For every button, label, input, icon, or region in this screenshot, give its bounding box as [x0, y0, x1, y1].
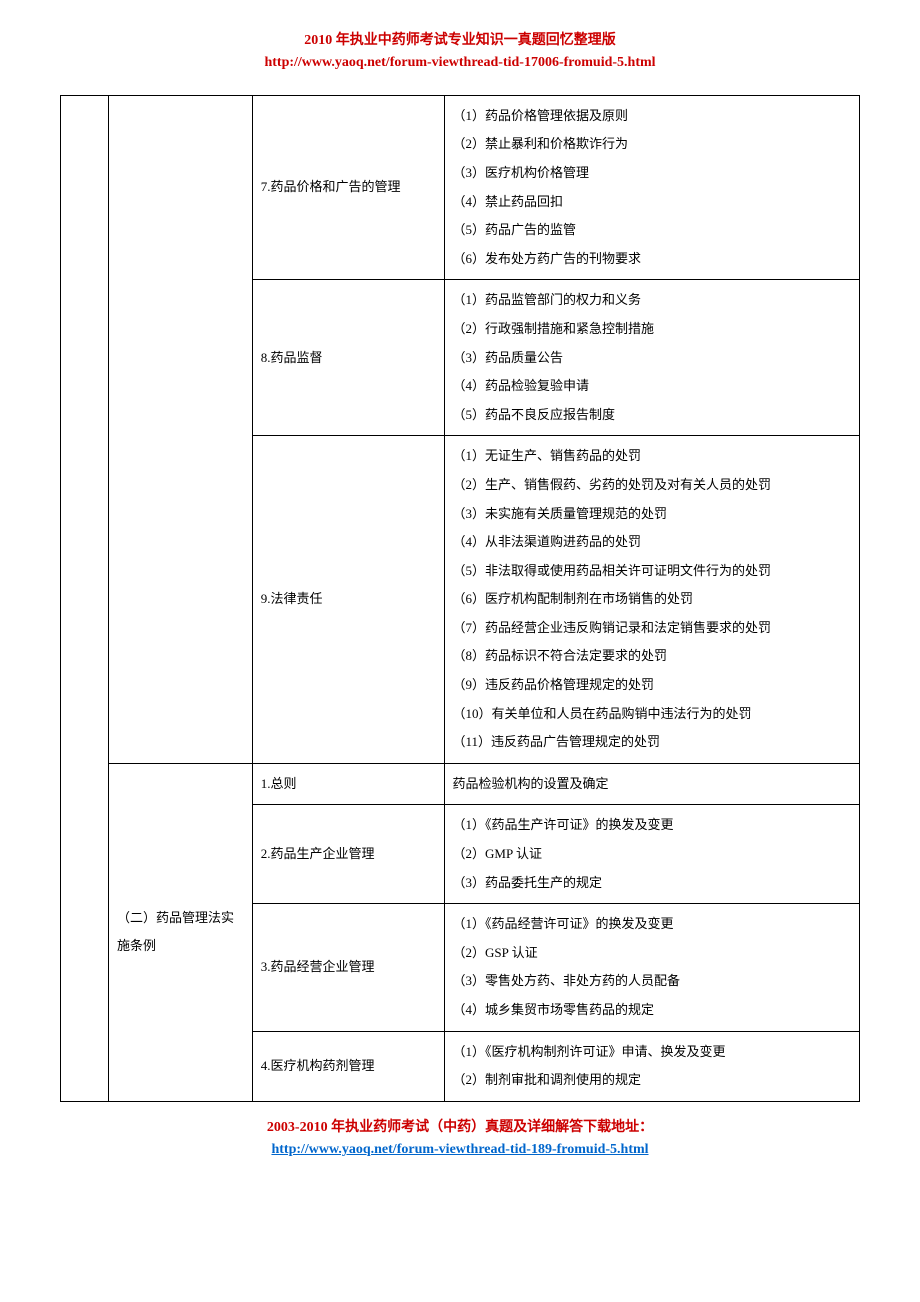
detail-line: （4）禁止药品回扣: [453, 188, 852, 217]
detail-line: （9）违反药品价格管理规定的处罚: [453, 671, 852, 700]
detail-line: （3）药品委托生产的规定: [453, 869, 852, 898]
detail-line: （6）发布处方药广告的刊物要求: [453, 245, 852, 274]
detail-line: （1）《药品生产许可证》的换发及变更: [453, 811, 852, 840]
detail-line: （3）医疗机构价格管理: [453, 159, 852, 188]
detail-line: （2）行政强制措施和紧急控制措施: [453, 315, 852, 344]
col3-cell: 8.药品监督: [252, 280, 444, 436]
table-row: （二）药品管理法实施条例1.总则药品检验机构的设置及确定: [61, 763, 860, 805]
header-url: http://www.yaoq.net/forum-viewthread-tid…: [60, 52, 860, 74]
table-row: 7.药品价格和广告的管理（1）药品价格管理依据及原则（2）禁止暴利和价格欺诈行为…: [61, 95, 860, 280]
page-header: 2010 年执业中药师考试专业知识一真题回忆整理版 http://www.yao…: [60, 30, 860, 75]
detail-line: 药品检验机构的设置及确定: [453, 770, 852, 799]
detail-line: （3）未实施有关质量管理规范的处罚: [453, 500, 852, 529]
detail-line: （1）药品价格管理依据及原则: [453, 102, 852, 131]
detail-line: （8）药品标识不符合法定要求的处罚: [453, 642, 852, 671]
detail-line: （2）禁止暴利和价格欺诈行为: [453, 130, 852, 159]
col3-cell: 2.药品生产企业管理: [252, 805, 444, 904]
detail-line: （7）药品经营企业违反购销记录和法定销售要求的处罚: [453, 614, 852, 643]
detail-line: （1）《药品经营许可证》的换发及变更: [453, 910, 852, 939]
detail-cell: （1）无证生产、销售药品的处罚（2）生产、销售假药、劣药的处罚及对有关人员的处罚…: [444, 436, 860, 764]
col3-cell: 4.医疗机构药剂管理: [252, 1031, 444, 1101]
detail-cell: （1）《药品经营许可证》的换发及变更（2）GSP 认证（3）零售处方药、非处方药…: [444, 904, 860, 1031]
col1-cell: [61, 95, 109, 1101]
detail-cell: （1）药品监管部门的权力和义务（2）行政强制措施和紧急控制措施（3）药品质量公告…: [444, 280, 860, 436]
detail-cell: （1）《医疗机构制剂许可证》申请、换发及变更（2）制剂审批和调剂使用的规定: [444, 1031, 860, 1101]
detail-line: （4）城乡集贸市场零售药品的规定: [453, 996, 852, 1025]
detail-line: （1）药品监管部门的权力和义务: [453, 286, 852, 315]
footer-title: 2003-2010 年执业药师考试（中药）真题及详细解答下载地址：: [60, 1117, 860, 1139]
detail-line: （10）有关单位和人员在药品购销中违法行为的处罚: [453, 700, 852, 729]
detail-line: （5）非法取得或使用药品相关许可证明文件行为的处罚: [453, 557, 852, 586]
header-title: 2010 年执业中药师考试专业知识一真题回忆整理版: [60, 30, 860, 52]
detail-cell: 药品检验机构的设置及确定: [444, 763, 860, 805]
detail-cell: （1）《药品生产许可证》的换发及变更（2）GMP 认证（3）药品委托生产的规定: [444, 805, 860, 904]
content-table: 7.药品价格和广告的管理（1）药品价格管理依据及原则（2）禁止暴利和价格欺诈行为…: [60, 95, 860, 1102]
col3-cell: 3.药品经营企业管理: [252, 904, 444, 1031]
col2-cell: （二）药品管理法实施条例: [108, 763, 252, 1101]
col3-cell: 7.药品价格和广告的管理: [252, 95, 444, 280]
detail-line: （3）药品质量公告: [453, 344, 852, 373]
detail-line: （2）GMP 认证: [453, 840, 852, 869]
detail-line: （2）制剂审批和调剂使用的规定: [453, 1066, 852, 1095]
detail-line: （2）生产、销售假药、劣药的处罚及对有关人员的处罚: [453, 471, 852, 500]
detail-line: （3）零售处方药、非处方药的人员配备: [453, 967, 852, 996]
detail-line: （4）药品检验复验申请: [453, 372, 852, 401]
detail-line: （5）药品不良反应报告制度: [453, 401, 852, 430]
detail-line: （5）药品广告的监管: [453, 216, 852, 245]
page-footer: 2003-2010 年执业药师考试（中药）真题及详细解答下载地址： http:/…: [60, 1117, 860, 1162]
col3-cell: 1.总则: [252, 763, 444, 805]
detail-line: （1）《医疗机构制剂许可证》申请、换发及变更: [453, 1038, 852, 1067]
col3-cell: 9.法律责任: [252, 436, 444, 764]
detail-cell: （1）药品价格管理依据及原则（2）禁止暴利和价格欺诈行为（3）医疗机构价格管理（…: [444, 95, 860, 280]
detail-line: （11）违反药品广告管理规定的处罚: [453, 728, 852, 757]
col2-cell: [108, 95, 252, 763]
detail-line: （6）医疗机构配制制剂在市场销售的处罚: [453, 585, 852, 614]
footer-url: http://www.yaoq.net/forum-viewthread-tid…: [60, 1139, 860, 1161]
detail-line: （2）GSP 认证: [453, 939, 852, 968]
detail-line: （1）无证生产、销售药品的处罚: [453, 442, 852, 471]
detail-line: （4）从非法渠道购进药品的处罚: [453, 528, 852, 557]
